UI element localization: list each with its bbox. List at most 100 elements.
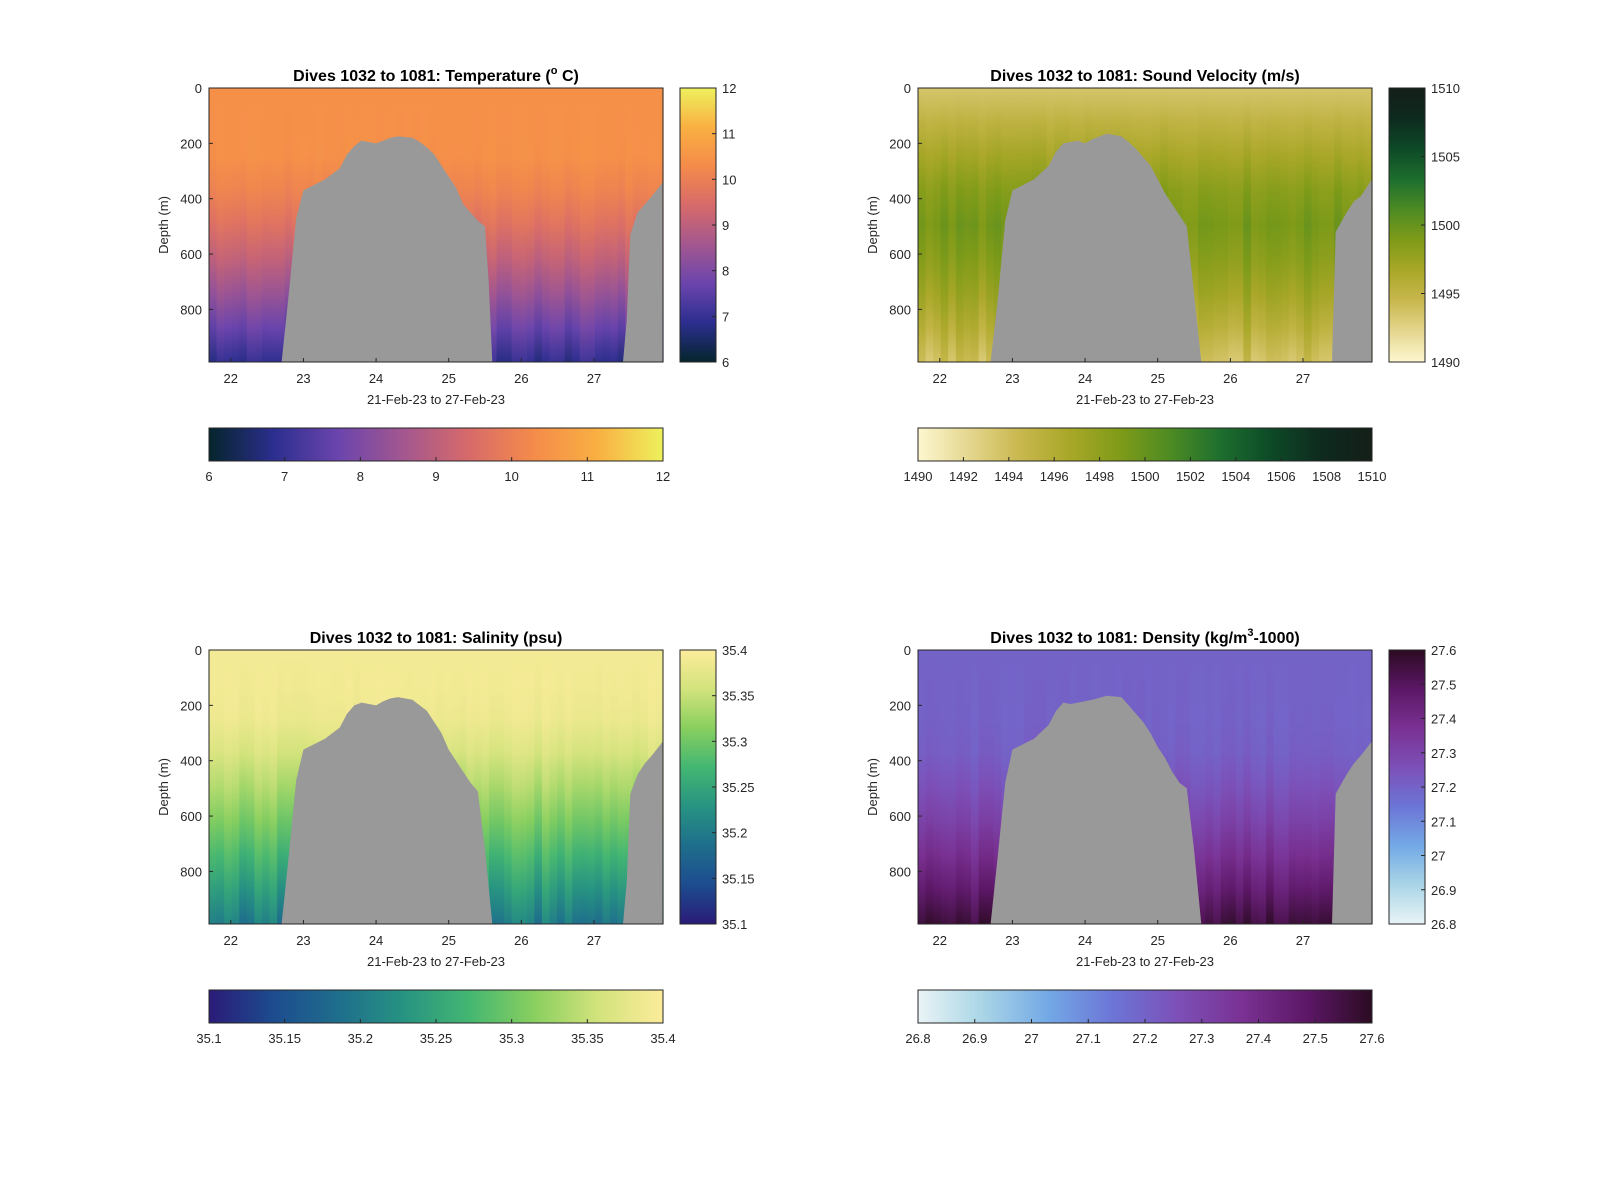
- colorbar-vertical-tick-label: 27.1: [1431, 814, 1456, 829]
- x-tick-label: 25: [1150, 371, 1164, 386]
- colorbar-horizontal-tick-label: 6: [205, 469, 212, 484]
- y-tick-label: 600: [889, 809, 911, 824]
- y-tick-label: 0: [195, 81, 202, 96]
- colorbar-horizontal-tick-label: 35.3: [499, 1031, 524, 1046]
- data-column: [488, 650, 498, 924]
- colorbar-vertical-tick-label: 27.4: [1431, 712, 1456, 727]
- x-tick-label: 22: [224, 371, 238, 386]
- y-tick-label: 600: [889, 247, 911, 262]
- data-column: [534, 88, 543, 362]
- data-column: [970, 650, 980, 924]
- x-tick-label: 26: [1223, 371, 1237, 386]
- data-column: [1258, 88, 1267, 362]
- data-column: [1311, 650, 1320, 924]
- chart-title-tail: -1000): [1253, 630, 1299, 647]
- data-column: [549, 88, 558, 362]
- chart-title-tail: C): [558, 68, 579, 85]
- data-column: [918, 650, 927, 924]
- data-column: [955, 650, 964, 924]
- data-column: [1288, 650, 1297, 924]
- x-tick-label: 25: [1150, 933, 1164, 948]
- data-column: [541, 88, 551, 362]
- data-column: [617, 88, 626, 362]
- data-column: [940, 650, 949, 924]
- data-column: [224, 650, 233, 924]
- data-column: [231, 88, 240, 362]
- data-column: [564, 650, 573, 924]
- x-tick-label: 26: [1223, 933, 1237, 948]
- y-axis-label: Depth (m): [865, 196, 880, 254]
- chart-title: Dives 1032 to 1081: Salinity (psu): [310, 630, 563, 647]
- data-column: [1220, 88, 1229, 362]
- chart-title: Dives 1032 to 1081: Temperature (o C): [293, 65, 579, 85]
- data-column: [594, 88, 604, 362]
- data-column: [1296, 88, 1305, 362]
- y-tick-label: 200: [889, 698, 911, 713]
- y-tick-label: 400: [180, 192, 202, 207]
- data-column: [986, 650, 995, 924]
- data-column: [940, 88, 949, 362]
- chart-title: Dives 1032 to 1081: Sound Velocity (m/s): [990, 68, 1299, 85]
- axes-box: [208, 649, 664, 925]
- colorbar-vertical-tick-label: 12: [722, 81, 736, 96]
- colorbar-vertical-tick-label: 9: [722, 218, 729, 233]
- data-column: [1220, 650, 1229, 924]
- x-tick-label: 25: [441, 933, 455, 948]
- x-tick-label: 24: [1078, 371, 1092, 386]
- y-axis-label: Depth (m): [865, 758, 880, 816]
- data-column: [549, 650, 558, 924]
- colorbar-vertical-tick-label: 35.15: [722, 871, 755, 886]
- data-column: [963, 88, 972, 362]
- data-column: [511, 650, 520, 924]
- data-column: [1250, 650, 1260, 924]
- data-column: [541, 650, 551, 924]
- data-column: [1288, 88, 1297, 362]
- data-column: [481, 650, 490, 924]
- data-column: [269, 88, 278, 362]
- data-column: [933, 88, 942, 362]
- data-column: [1319, 88, 1328, 362]
- data-column: [933, 650, 942, 924]
- y-tick-label: 800: [889, 864, 911, 879]
- colorbar-horizontal-tick-label: 35.35: [571, 1031, 604, 1046]
- y-tick-label: 800: [180, 302, 202, 317]
- data-column: [473, 650, 482, 924]
- data-column: [948, 88, 957, 362]
- colorbar-vertical-tick-label: 27.6: [1431, 643, 1456, 658]
- x-axis-label: 21-Feb-23 to 27-Feb-23: [367, 954, 505, 969]
- colorbar-vertical-tick-label: 10: [722, 172, 736, 187]
- data-column: [625, 88, 634, 362]
- x-tick-label: 23: [296, 371, 310, 386]
- chart-title-main: Dives 1032 to 1081: Salinity (psu): [310, 630, 563, 647]
- colorbar-vertical-tick-label: 1510: [1431, 81, 1460, 96]
- colorbar-vertical-tick-label: 35.25: [722, 780, 755, 795]
- colorbar-vertical-tick-label: 35.4: [722, 643, 747, 658]
- colorbar-vertical-tick-label: 27.3: [1431, 746, 1456, 761]
- data-column: [284, 88, 293, 362]
- colorbar-horizontal-tick-label: 35.4: [650, 1031, 675, 1046]
- chart-title-main: Dives 1032 to 1081: Sound Velocity (m/s): [990, 68, 1299, 85]
- x-tick-label: 22: [933, 933, 947, 948]
- data-column: [625, 650, 634, 924]
- x-tick-label: 24: [369, 933, 383, 948]
- x-tick-label: 27: [1296, 371, 1310, 386]
- data-column: [978, 650, 987, 924]
- colorbar-horizontal-tick-label: 1502: [1176, 469, 1205, 484]
- colorbar-vertical-tick-label: 7: [722, 309, 729, 324]
- colorbar-vertical-tick-label: 35.35: [722, 689, 755, 704]
- colorbar-vertical-tick-label: 27: [1431, 849, 1445, 864]
- x-tick-label: 23: [1005, 371, 1019, 386]
- data-column: [602, 650, 611, 924]
- chart-title-main: Dives 1032 to 1081: Temperature (: [293, 68, 551, 85]
- colorbar-horizontal-tick-label: 1498: [1085, 469, 1114, 484]
- data-column: [481, 88, 490, 362]
- colorbar-vertical: [1388, 87, 1426, 363]
- data-column: [224, 88, 233, 362]
- y-axis-label: Depth (m): [156, 196, 171, 254]
- x-tick-label: 27: [1296, 933, 1310, 948]
- colorbar-vertical-tick-label: 35.3: [722, 734, 747, 749]
- colorbar-horizontal: [208, 427, 664, 462]
- data-column: [925, 88, 934, 362]
- data-column: [610, 650, 619, 924]
